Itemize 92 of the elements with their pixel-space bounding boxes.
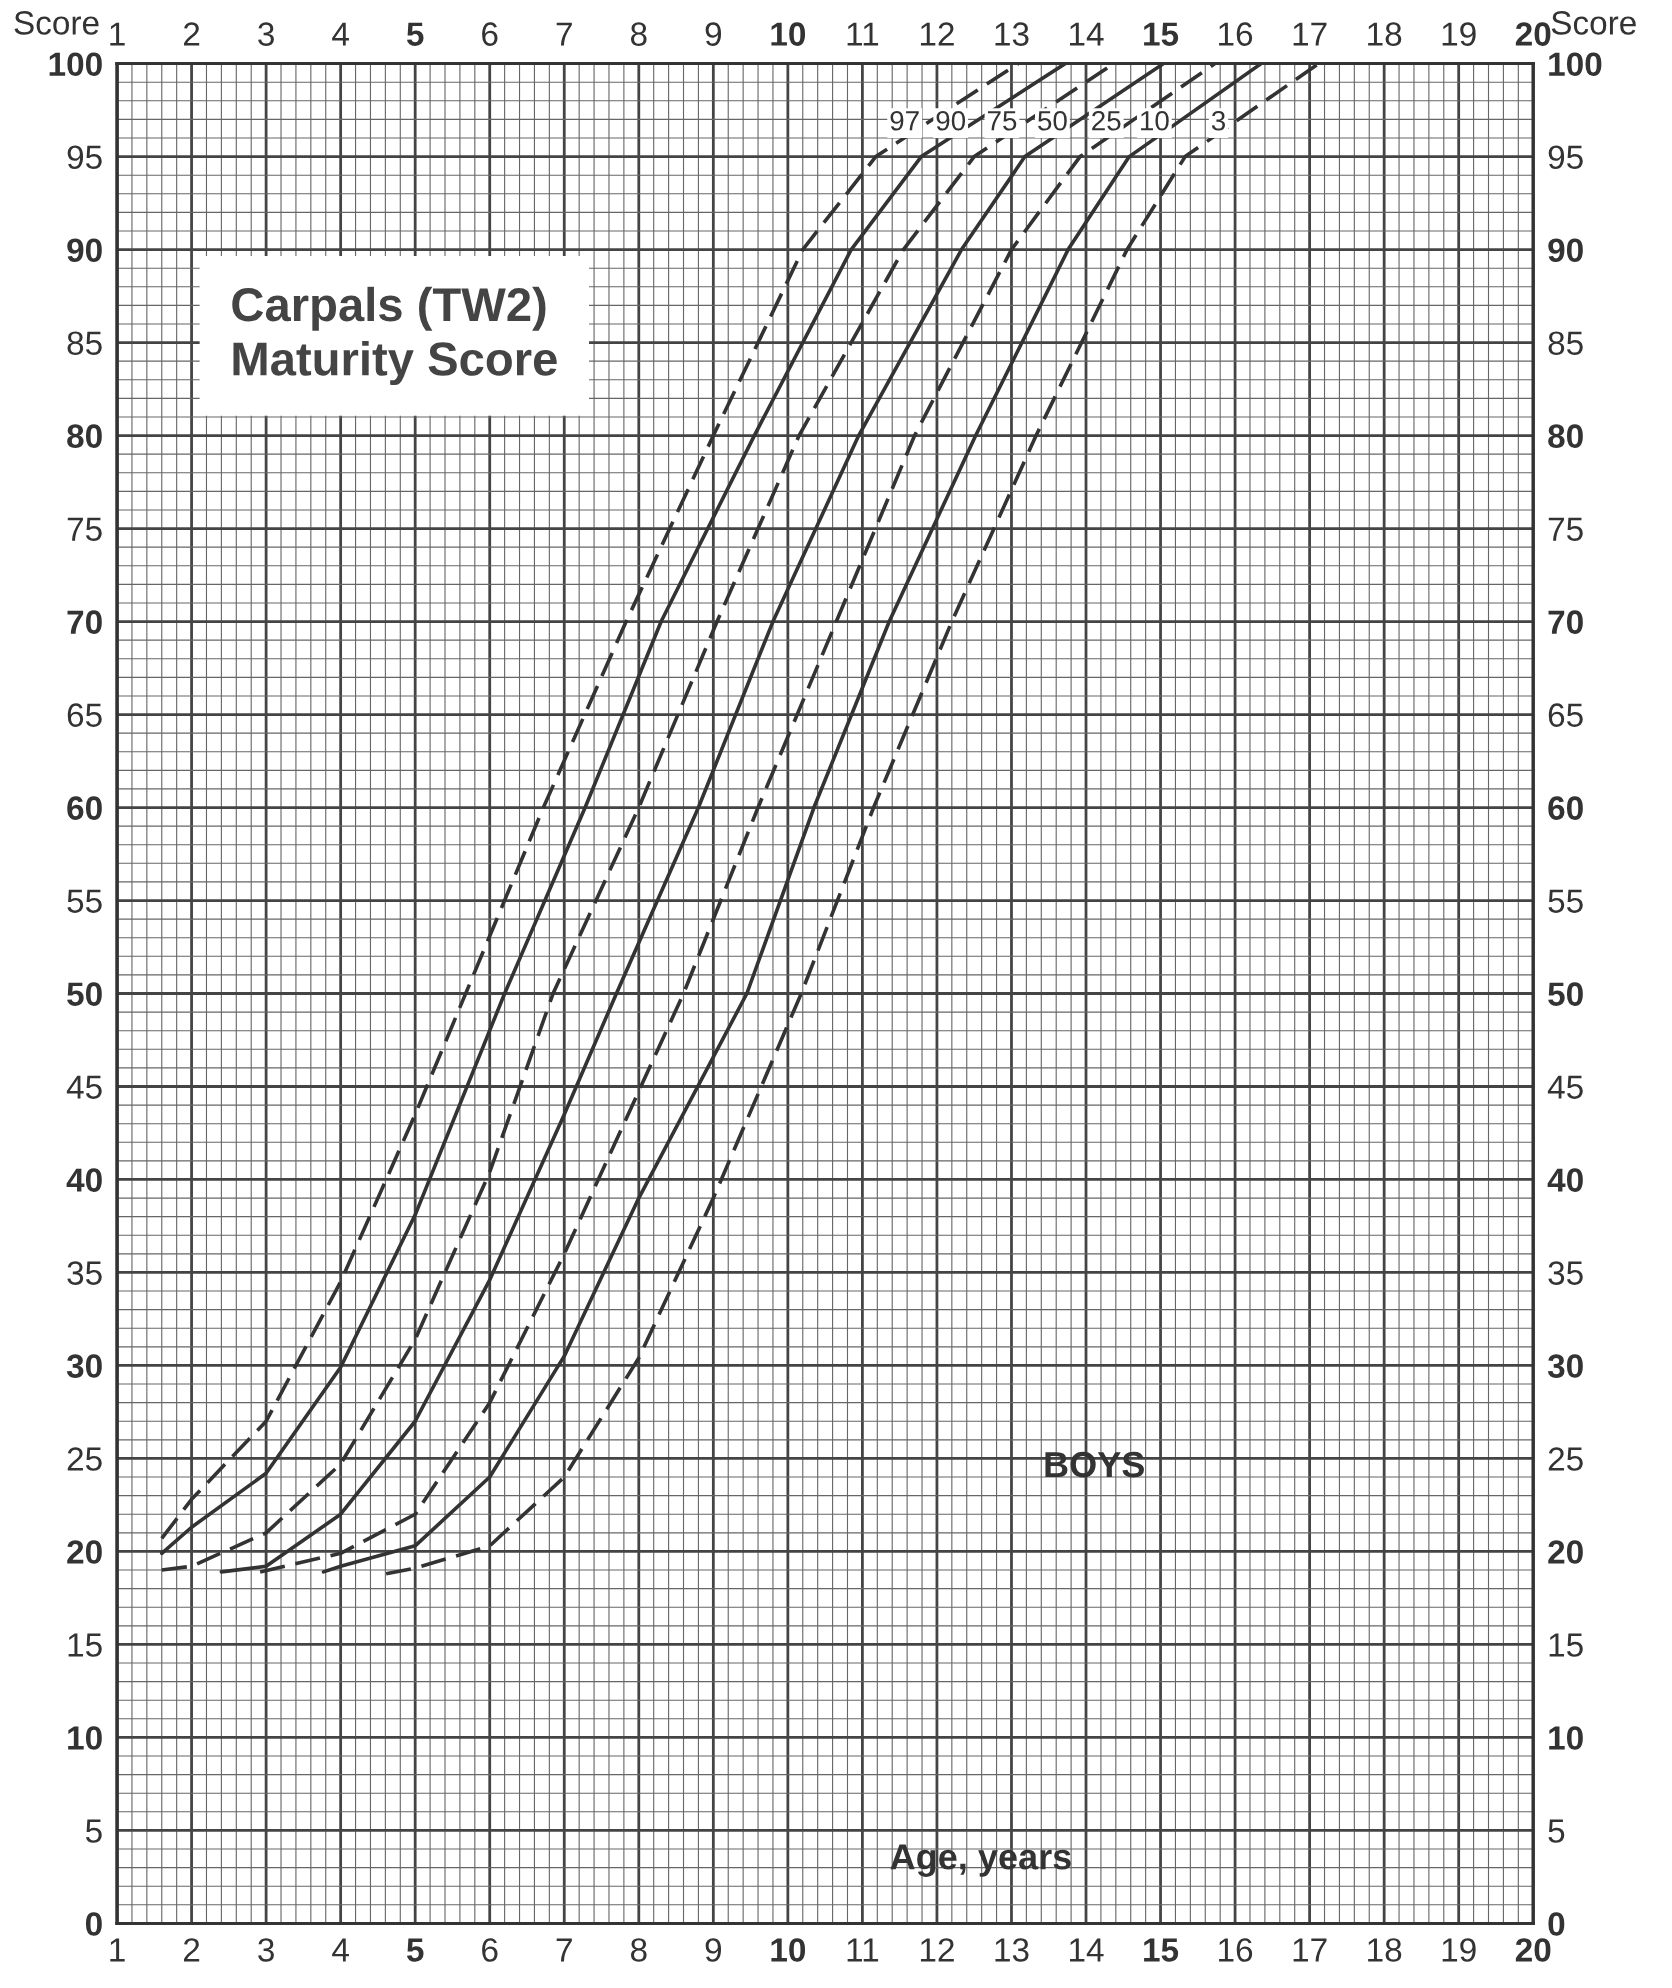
x2-tick-label: 16 bbox=[1219, 22, 1253, 46]
x2-tick-label: 11 bbox=[847, 22, 879, 46]
x2-tick-label: 15 bbox=[1144, 22, 1179, 46]
x-tick-label: 18 bbox=[1368, 1938, 1402, 1962]
x-tick-label: 4 bbox=[332, 1938, 349, 1962]
x-tick-label: 3 bbox=[258, 1938, 274, 1962]
series-label: 50 bbox=[1038, 110, 1067, 131]
y2-tick-label: 40 bbox=[1547, 1168, 1583, 1192]
y-tick-label: 35 bbox=[67, 1261, 102, 1285]
y-tick-label: 90 bbox=[67, 238, 102, 262]
y-tick-label: 55 bbox=[67, 889, 102, 913]
series-label: 75 bbox=[987, 111, 1017, 131]
x-tick-label: 12 bbox=[920, 1938, 954, 1962]
x2-tick-label: 2 bbox=[183, 22, 200, 46]
y-tick-label: 60 bbox=[67, 796, 102, 820]
y2-tick-label: 80 bbox=[1548, 424, 1583, 448]
y2-tick-label: 30 bbox=[1547, 1354, 1583, 1378]
x-tick-label: 15 bbox=[1144, 1938, 1179, 1962]
y-tick-label: 50 bbox=[67, 982, 102, 1006]
series-label: 10 bbox=[1141, 110, 1169, 131]
y-tick-label: 85 bbox=[67, 331, 102, 355]
x-tick-label: 9 bbox=[705, 1938, 722, 1962]
x-tick-label: 16 bbox=[1219, 1938, 1253, 1962]
y2-tick-label: 50 bbox=[1548, 982, 1583, 1006]
y-tick-label: 75 bbox=[67, 517, 102, 541]
y-tick-label: 30 bbox=[66, 1354, 102, 1378]
y-tick-label: 5 bbox=[85, 1819, 102, 1843]
y-tick-label: 80 bbox=[67, 424, 102, 448]
y-tick-label: 0 bbox=[85, 1912, 102, 1936]
y2-tick-label: 55 bbox=[1548, 889, 1583, 913]
y-tick-label: 100 bbox=[49, 52, 102, 77]
series-label: 3 bbox=[1211, 110, 1226, 131]
y2-tick-label: 15 bbox=[1549, 1633, 1583, 1657]
x2-tick-label: 17 bbox=[1293, 22, 1327, 46]
x2-tick-label: 6 bbox=[482, 22, 498, 46]
x2-tick-label: 19 bbox=[1442, 22, 1476, 46]
x2-tick-label: 12 bbox=[920, 22, 954, 46]
x-tick-label: 2 bbox=[183, 1938, 200, 1962]
x-tick-label: 17 bbox=[1293, 1938, 1327, 1962]
y-tick-label: 70 bbox=[67, 610, 102, 634]
text: Carpals (TW2) Maturity Score bbox=[232, 286, 557, 386]
y2-tick-label: 75 bbox=[1548, 517, 1583, 541]
x2-tick-label: 4 bbox=[332, 22, 349, 46]
x-tick-label: 1 bbox=[110, 1938, 125, 1962]
x-tick-label: 7 bbox=[556, 1938, 572, 1962]
x2-tick-label: 13 bbox=[995, 22, 1029, 46]
y-tick-label: 45 bbox=[66, 1075, 102, 1099]
x-tick-label: 6 bbox=[482, 1938, 498, 1962]
y-tick-label: 95 bbox=[67, 145, 102, 170]
x2-tick-label: 1 bbox=[110, 22, 125, 46]
y2-tick-label: 5 bbox=[1548, 1819, 1565, 1843]
y2-tick-label: 10 bbox=[1549, 1726, 1583, 1750]
x2-tick-label: 8 bbox=[630, 22, 647, 46]
y2-tick-label: 90 bbox=[1548, 238, 1583, 262]
x-tick-label: 11 bbox=[847, 1938, 879, 1962]
y2-tick-label: 20 bbox=[1548, 1540, 1583, 1564]
y2-tick-label: 35 bbox=[1548, 1261, 1583, 1285]
x2-tick-label: 20 bbox=[1515, 22, 1551, 46]
x-tick-label: 8 bbox=[630, 1938, 647, 1962]
y2-tick-label: 60 bbox=[1548, 796, 1583, 820]
x-tick-label: 14 bbox=[1070, 1938, 1104, 1962]
x2-tick-label: 9 bbox=[705, 22, 722, 46]
x2-tick-label: 18 bbox=[1368, 22, 1402, 46]
y-tick-label: 10 bbox=[68, 1726, 102, 1750]
y2-tick-label: 45 bbox=[1547, 1075, 1583, 1099]
y-tick-label: 15 bbox=[68, 1633, 102, 1657]
y2-tick-label: 85 bbox=[1548, 331, 1583, 355]
y-tick-label: 40 bbox=[66, 1168, 102, 1192]
x2-tick-label: 10 bbox=[771, 22, 806, 46]
x-tick-label: 13 bbox=[995, 1938, 1029, 1962]
y-tick-label: 20 bbox=[67, 1540, 102, 1564]
y2-tick-label: 0 bbox=[1548, 1912, 1565, 1936]
y2-tick-label: 65 bbox=[1548, 703, 1583, 727]
x2-tick-label: 3 bbox=[258, 22, 274, 46]
x2-tick-label: 7 bbox=[556, 22, 572, 46]
y-tick-label: 25 bbox=[67, 1447, 102, 1471]
x-tick-label: 5 bbox=[406, 1938, 424, 1962]
y2-axis-title: Score bbox=[1551, 11, 1636, 35]
y2-tick-label: 25 bbox=[1548, 1447, 1583, 1471]
y-axis-title: Score bbox=[14, 11, 99, 35]
x2-tick-label: 14 bbox=[1070, 22, 1104, 46]
series-label: 25 bbox=[1092, 110, 1121, 131]
series-label: 90 bbox=[936, 110, 966, 131]
x-tick-label: 20 bbox=[1515, 1938, 1551, 1962]
x-tick-label: 10 bbox=[771, 1938, 806, 1962]
x2-tick-label: 5 bbox=[406, 22, 424, 46]
y2-tick-label: 100 bbox=[1549, 52, 1602, 77]
series-label: 97 bbox=[890, 110, 919, 131]
y-tick-label: 65 bbox=[67, 703, 102, 727]
y2-tick-label: 70 bbox=[1548, 610, 1583, 634]
x-tick-label: 19 bbox=[1442, 1938, 1476, 1962]
y2-tick-label: 95 bbox=[1548, 145, 1583, 170]
